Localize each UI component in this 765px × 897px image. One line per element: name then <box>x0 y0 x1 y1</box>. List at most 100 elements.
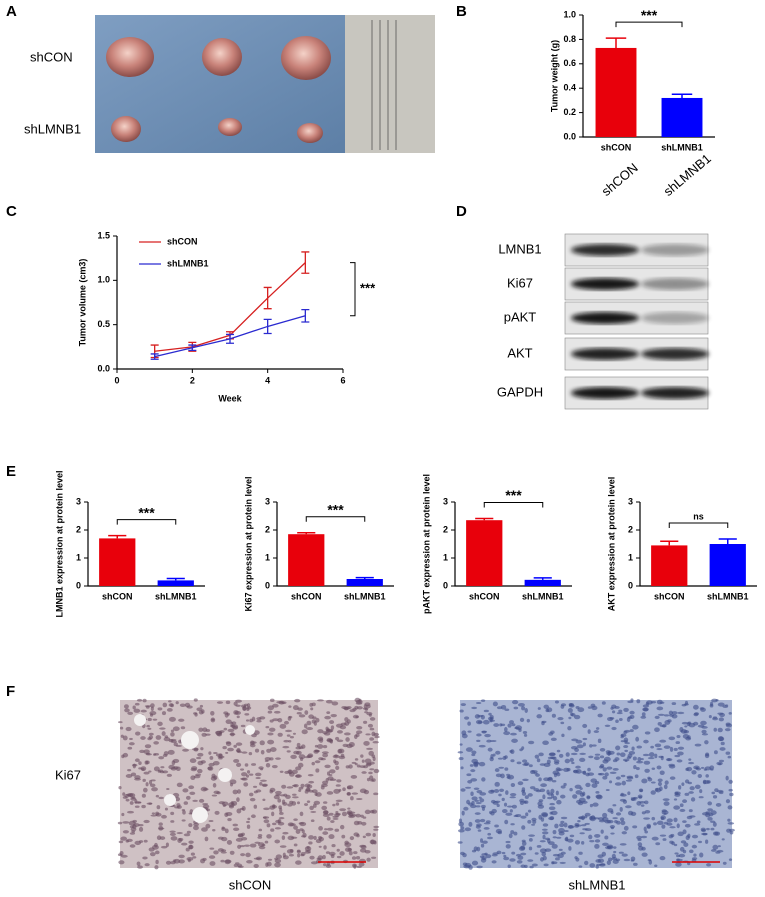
nucleus <box>235 837 243 842</box>
nucleus <box>476 823 482 827</box>
nucleus <box>705 774 709 778</box>
nucleus <box>529 865 534 869</box>
nucleus <box>689 786 695 791</box>
nucleus <box>585 782 591 788</box>
nucleus <box>119 726 124 730</box>
nucleus <box>476 789 483 794</box>
nucleus <box>149 711 157 716</box>
nucleus <box>630 698 634 702</box>
nucleus <box>709 820 716 823</box>
nucleus <box>715 803 722 807</box>
nucleus <box>543 863 549 867</box>
nucleus <box>709 703 714 708</box>
nucleus <box>360 845 367 850</box>
nucleus <box>674 754 681 758</box>
nucleus <box>271 764 278 769</box>
nucleus <box>244 763 249 767</box>
nucleus <box>268 727 276 732</box>
nucleus <box>633 862 638 866</box>
nucleus <box>245 774 250 778</box>
nucleus <box>612 804 617 807</box>
nucleus <box>624 749 629 753</box>
nucleus <box>483 827 490 830</box>
nucleus <box>517 702 525 707</box>
nucleus <box>471 796 478 801</box>
nucleus <box>267 858 273 861</box>
nucleus <box>296 742 301 748</box>
nucleus <box>216 791 221 795</box>
nucleus <box>581 824 587 827</box>
nucleus <box>138 826 144 832</box>
nucleus <box>363 765 368 769</box>
nucleus <box>556 749 561 753</box>
nucleus <box>620 734 624 737</box>
nucleus <box>192 747 199 751</box>
nucleus <box>318 826 323 831</box>
nucleus <box>359 848 367 853</box>
nucleus <box>323 810 329 815</box>
nucleus <box>131 763 138 767</box>
nucleus <box>461 810 465 816</box>
nucleus <box>644 768 650 773</box>
nucleus <box>359 788 367 794</box>
error-bar <box>605 37 627 48</box>
nucleus <box>511 723 516 727</box>
nucleus <box>232 823 239 827</box>
x-tick-label: shCON <box>102 591 133 601</box>
nucleus <box>597 854 604 859</box>
nucleus <box>557 716 564 721</box>
nucleus <box>661 810 669 815</box>
nucleus <box>242 705 247 711</box>
nucleus <box>640 835 648 839</box>
nucleus <box>668 714 675 717</box>
western-blot <box>564 233 709 410</box>
nucleus <box>183 833 191 837</box>
nucleus <box>477 829 482 832</box>
fat-vacuole <box>245 725 255 735</box>
nucleus <box>547 756 554 760</box>
nucleus <box>289 848 294 853</box>
nucleus <box>502 755 507 761</box>
nucleus <box>166 773 173 777</box>
nucleus <box>269 698 275 702</box>
nucleus <box>627 810 634 816</box>
nucleus <box>274 858 282 864</box>
nucleus <box>511 738 518 743</box>
nucleus <box>729 831 734 835</box>
nucleus <box>582 791 586 796</box>
bar <box>524 579 561 586</box>
nucleus <box>517 781 524 786</box>
nucleus <box>643 817 650 820</box>
nucleus <box>646 824 651 829</box>
nucleus <box>236 797 240 802</box>
nucleus <box>250 814 256 819</box>
nucleus <box>701 733 709 736</box>
nucleus <box>595 864 599 869</box>
column-label: shCON <box>598 160 640 199</box>
nucleus <box>334 760 339 766</box>
nucleus <box>591 744 597 747</box>
nucleus <box>292 784 297 787</box>
nucleus <box>129 844 136 848</box>
nucleus <box>233 827 240 832</box>
nucleus <box>469 764 474 767</box>
nucleus <box>141 804 146 809</box>
panel-label: C <box>6 203 17 220</box>
nucleus <box>178 859 185 864</box>
nucleus <box>317 729 324 734</box>
nucleus <box>522 759 528 763</box>
nucleus <box>147 727 152 730</box>
nucleus <box>641 811 646 815</box>
nucleus <box>233 758 240 763</box>
nucleus <box>170 703 174 708</box>
nucleus <box>527 809 532 813</box>
nucleus <box>187 858 191 863</box>
nucleus <box>601 701 606 705</box>
nucleus <box>602 759 609 764</box>
y-tick-label: 1.5 <box>97 230 110 240</box>
nucleus <box>367 723 373 728</box>
nucleus <box>493 788 500 793</box>
nucleus <box>241 751 248 754</box>
nucleus <box>599 747 606 752</box>
nucleus <box>546 759 551 765</box>
